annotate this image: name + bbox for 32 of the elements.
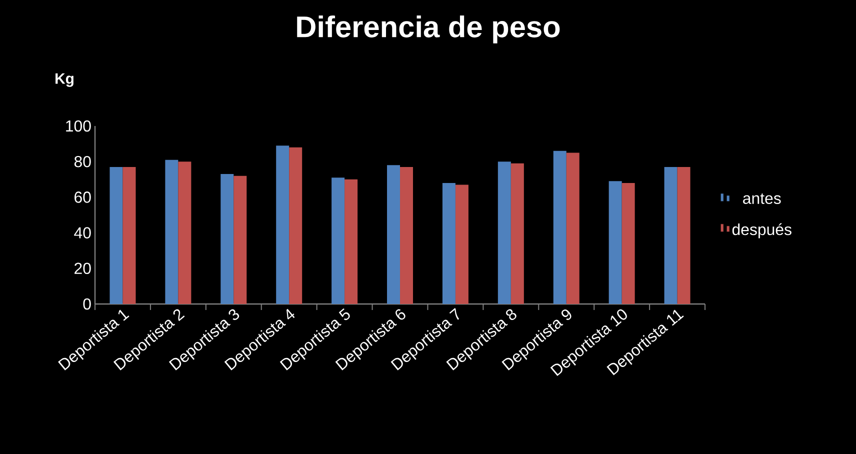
bar: [110, 166, 123, 304]
bar: [234, 176, 247, 304]
bar: [553, 150, 566, 304]
y-tick-label: 60: [74, 192, 91, 203]
bar: [289, 147, 302, 304]
y-tick-label: 0: [83, 298, 91, 310]
bar: [677, 166, 690, 304]
y-tick-label: 80: [74, 156, 91, 168]
bar: [498, 162, 511, 304]
bar: [276, 146, 290, 304]
bar: [622, 182, 635, 304]
y-axis-title: Kg: [56, 73, 74, 87]
bar: [344, 179, 358, 304]
bar: [122, 166, 136, 304]
bar: [178, 162, 192, 304]
y-tick-label: 20: [74, 262, 91, 274]
bar: [387, 165, 400, 304]
legend-label: después: [732, 223, 792, 238]
bar: [566, 152, 580, 304]
bar: [165, 160, 178, 304]
bar: [442, 182, 456, 304]
bar: [400, 166, 414, 304]
y-tick-label: 40: [74, 227, 91, 238]
legend-label: antes: [743, 194, 781, 204]
y-tick-label: 100: [66, 120, 91, 132]
bar: [664, 166, 678, 304]
bar: [608, 181, 622, 304]
chart-title: Diferencia de peso: [297, 16, 560, 44]
bar: [332, 178, 345, 304]
bar: [455, 184, 468, 304]
bar: [510, 163, 524, 304]
bar: [220, 174, 234, 304]
